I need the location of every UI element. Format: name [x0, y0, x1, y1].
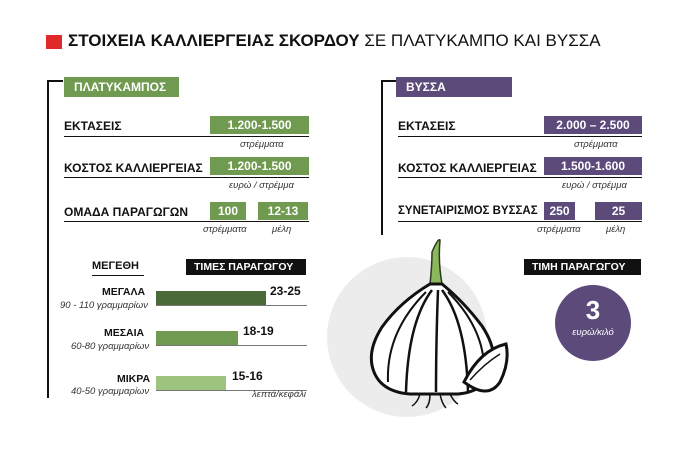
row-divider — [64, 136, 309, 137]
bars-unit: λεπτά/κεφάλι — [252, 389, 307, 400]
bar-sub-small: 40-50 γραμμαρίων — [71, 386, 150, 397]
prices-header: ΤΙΜΕΣ ΠΑΡΑΓΩΓΟΥ — [186, 259, 306, 275]
right-section-line-top — [381, 80, 397, 82]
garlic-icon — [369, 239, 509, 409]
group-area-value: 100 — [210, 202, 246, 220]
bar-value-large: 23-25 — [270, 284, 301, 298]
page-title: ΣΤΟΙΧΕΙΑ ΚΑΛΛΙΕΡΓΕΙΑΣ ΣΚΟΡΔΟΥ ΣΕ ΠΛΑΤΥΚΑ… — [68, 31, 601, 51]
price-header: ΤΙΜΗ ΠΑΡΑΓΩΓΟΥ — [524, 259, 641, 275]
bar-label-large: ΜΕΓΑΛΑ — [102, 286, 146, 298]
cost-label: ΚΟΣΤΟΣ ΚΑΛΛΙΕΡΓΕΙΑΣ — [64, 161, 203, 175]
bar-sub-large: 90 - 110 γραμμαρίων — [60, 300, 148, 311]
group-members-value: 12-13 — [258, 202, 308, 220]
left-section-line — [47, 80, 49, 398]
coop-members-value: 25 — [595, 202, 642, 220]
cost-unit: ευρώ / στρέμμα — [229, 180, 294, 191]
row-divider — [398, 177, 642, 178]
cost-value: 1.200-1.500 — [210, 157, 309, 175]
cost-value: 1.500-1.600 — [544, 157, 642, 175]
bar-value-small: 15-16 — [232, 369, 263, 383]
area-value: 1.200-1.500 — [210, 116, 309, 134]
area-unit: στρέμματα — [574, 139, 618, 150]
row-divider — [398, 221, 642, 222]
bar-label-small: ΜΙΚΡΑ — [117, 373, 151, 385]
section-tab-platykampos: ΠΛΑΤΥΚΑΜΠΟΣ — [64, 77, 179, 97]
price-value: 3 — [585, 295, 601, 325]
bar-label-medium: ΜΕΣΑΙΑ — [104, 327, 145, 339]
group-label: ΟΜΑΔΑ ΠΑΡΑΓΩΓΩΝ — [64, 205, 189, 219]
left-section-line-top — [47, 80, 63, 82]
bar-baseline — [156, 305, 307, 306]
group-area-unit: στρέμματα — [203, 224, 247, 235]
row-divider — [64, 221, 309, 222]
bar-baseline — [156, 345, 307, 346]
area-label: ΕΚΤΑΣΕΙΣ — [398, 119, 456, 133]
sizes-header: ΜΕΓΕΘΗ — [92, 260, 139, 272]
area-unit: στρέμματα — [240, 139, 284, 150]
title-rest: ΣΕ ΠΛΑΤΥΚΑΜΠΟ ΚΑΙ ΒΥΣΣΑ — [364, 31, 601, 50]
group-members-unit: μέλη — [272, 224, 292, 235]
row-divider — [64, 177, 309, 178]
bar-small — [156, 376, 226, 391]
coop-members-unit: μέλη — [606, 224, 626, 235]
bar-sub-medium: 60-80 γραμμαρίων — [71, 341, 150, 352]
price-badge: 3 ευρώ/κιλό — [555, 285, 631, 361]
area-label: ΕΚΤΑΣΕΙΣ — [64, 119, 122, 133]
price-unit: ευρώ/κιλό — [572, 327, 614, 338]
bar-baseline — [156, 390, 307, 391]
bar-value-medium: 18-19 — [243, 324, 274, 338]
sizes-header-underline — [92, 275, 144, 276]
section-tab-vyssa: ΒΥΣΣΑ — [396, 77, 512, 97]
area-value: 2.000 – 2.500 — [544, 116, 642, 134]
row-divider — [398, 136, 642, 137]
right-section-line — [381, 80, 383, 235]
coop-area-unit: στρέμματα — [537, 224, 581, 235]
title-marker — [46, 35, 62, 49]
cost-label: ΚΟΣΤΟΣ ΚΑΛΛΙΕΡΓΕΙΑΣ — [398, 161, 537, 175]
coop-area-value: 250 — [544, 202, 575, 220]
bar-large — [156, 291, 266, 306]
coop-label: ΣΥΝΕΤΑΙΡΙΣΜΟΣ ΒΥΣΣΑΣ — [398, 205, 538, 217]
title-bold: ΣΤΟΙΧΕΙΑ ΚΑΛΛΙΕΡΓΕΙΑΣ ΣΚΟΡΔΟΥ — [68, 31, 360, 50]
bar-medium — [156, 331, 238, 346]
cost-unit: ευρώ / στρέμμα — [562, 180, 627, 191]
